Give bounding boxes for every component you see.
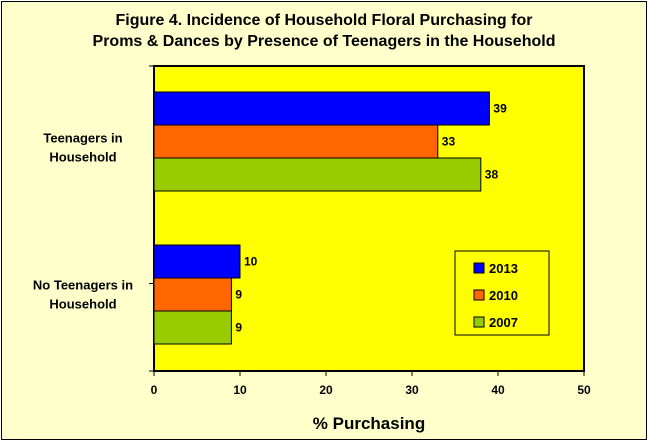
chart-title: Figure 4. Incidence of Household Floral … <box>0 10 648 52</box>
bar-2010-2 <box>153 277 232 312</box>
x-tick-label-30: 30 <box>405 383 419 397</box>
x-tick-label-0: 0 <box>151 383 158 397</box>
x-tick-label-50: 50 <box>577 383 591 397</box>
category-label-1-line-2: Household <box>49 150 116 165</box>
legend-swatch-2010 <box>473 289 485 301</box>
legend-label-2007: 2007 <box>489 315 518 330</box>
data-label-2007-1: 38 <box>485 168 499 182</box>
bar-2007-2 <box>153 310 232 345</box>
data-label-2013-2: 10 <box>244 255 258 269</box>
legend-swatch-2013 <box>473 262 485 274</box>
x-tick-label-20: 20 <box>319 383 333 397</box>
category-label-2-line-1: No Teenagers in <box>33 278 133 293</box>
legend-label-2010: 2010 <box>489 288 518 303</box>
bar-2013-1 <box>153 91 490 126</box>
x-axis-title: % Purchasing <box>313 414 425 433</box>
x-tick-label-40: 40 <box>491 383 505 397</box>
chart-title-line-2: Proms & Dances by Presence of Teenagers … <box>92 33 556 50</box>
x-tick-label-10: 10 <box>233 383 247 397</box>
legend-box <box>454 250 550 336</box>
data-label-2013-1: 39 <box>493 102 507 116</box>
data-label-2010-2: 9 <box>235 288 242 302</box>
chart-title-line-1: Figure 4. Incidence of Household Floral … <box>115 12 533 29</box>
bar-2010-1 <box>153 124 439 159</box>
data-label-2010-1: 33 <box>442 135 456 149</box>
data-label-2007-2: 9 <box>235 321 242 335</box>
bar-2013-2 <box>153 244 241 279</box>
bar-2007-1 <box>153 157 482 192</box>
category-label-1-line-1: Teenagers in <box>43 131 122 146</box>
legend-label-2013: 2013 <box>489 261 518 276</box>
category-label-2-line-2: Household <box>49 297 116 312</box>
legend-swatch-2007 <box>473 316 485 328</box>
